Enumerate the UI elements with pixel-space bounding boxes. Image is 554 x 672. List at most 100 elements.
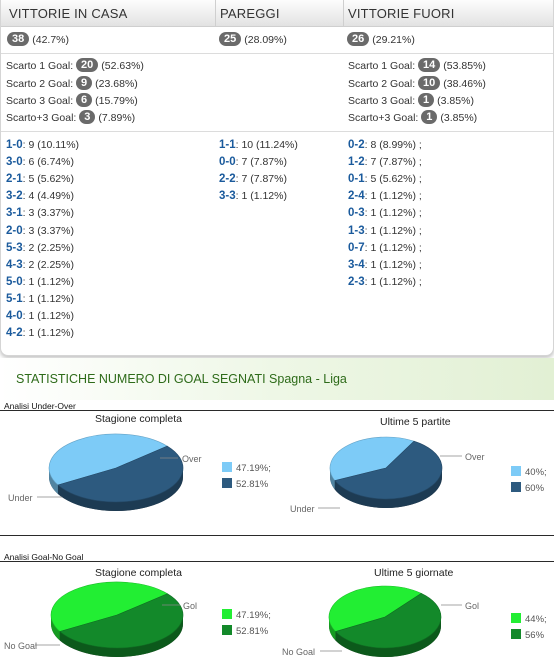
pie-title: Ultime 5 partite [380, 416, 451, 428]
score-value: 2-4 [348, 190, 365, 203]
margin-label: Scarto 1 Goal: [6, 60, 74, 72]
score-row: 4-2: 1 (1.12%) [6, 325, 74, 341]
under-over-box: Stagione completa Ultime 5 partite Over … [0, 410, 554, 536]
under-over-season-pie [37, 433, 462, 511]
pie-label-gol: Gol [465, 601, 480, 611]
score-row: 1-2: 7 (7.87%) ; [348, 154, 422, 170]
legend-item: 52.81% [222, 625, 269, 638]
score-row: 1-0: 9 (10.11%) [6, 137, 79, 153]
score-row: 0-1: 5 (5.62%) ; [348, 171, 422, 187]
score-value: 3-3 [219, 190, 236, 203]
pie-label-under: Under [290, 504, 315, 514]
score-frequency: : 1 (1.12%) [235, 190, 287, 203]
draws-total: 25 (28.09%) [219, 32, 287, 48]
pie-label-over: Over [182, 454, 202, 464]
score-row: 5-3: 2 (2.25%) [6, 240, 74, 256]
score-value: 1-2 [348, 156, 365, 169]
score-row: 0-7: 1 (1.12%) ; [348, 240, 422, 256]
score-frequency: : 1 (1.12%) ; [364, 207, 422, 220]
margin-label: Scarto 1 Goal: [348, 60, 416, 72]
legend-item: 56% [511, 629, 544, 642]
pie-side [59, 615, 183, 657]
columns-header: VITTORIE IN CASA PAREGGI VITTORIE FUORI [1, 0, 553, 27]
pie-title: Stagione completa [95, 413, 182, 425]
stats-title: STATISTICHE NUMERO DI GOAL SEGNATI Spagn… [16, 372, 347, 386]
score-value: 3-0 [6, 156, 23, 169]
score-frequency: : 8 (8.99%) ; [364, 139, 422, 151]
score-row: 3-3: 1 (1.12%) [219, 188, 287, 204]
divider [1, 53, 553, 54]
score-value: 4-3 [6, 258, 23, 271]
score-row: 4-3: 2 (2.25%) [6, 257, 74, 273]
pie-label-nogoal: No Goal [4, 641, 38, 651]
draws-header: PAREGGI [220, 6, 280, 21]
margin-label: Scarto+3 Goal: [348, 112, 419, 124]
score-row: 2-4: 1 (1.12%) ; [348, 188, 422, 204]
legend-value: 47.19%; [236, 610, 271, 621]
score-row: 1-3: 1 (1.12%) ; [348, 223, 422, 239]
pie-side [49, 468, 58, 494]
home-total-pct: (42.7%) [32, 34, 70, 46]
score-value: 2-0 [6, 224, 23, 237]
divider [1, 131, 553, 132]
pie-slice-gol [334, 593, 442, 649]
pie-label-under: Under [8, 493, 33, 503]
count-badge: 9 [76, 76, 93, 91]
margin-pct: (53.85%) [443, 60, 486, 72]
away-wins-header: VITTORIE FUORI [348, 6, 455, 21]
legend-swatch [222, 625, 232, 636]
away-total: 26 (29.21%) [347, 32, 415, 48]
score-value: 4-2 [6, 327, 23, 340]
score-value: 0-2 [348, 139, 365, 151]
margin-pct: (23.68%) [95, 78, 138, 90]
score-frequency: : 2 (2.25%) [22, 241, 74, 254]
margin-row: Scarto 1 Goal: 14 (53.85%) [348, 58, 486, 74]
under-over-title: Analisi Under-Over [4, 401, 76, 411]
score-row: 0-2: 8 (8.99%) ; [348, 137, 422, 153]
margin-row: Scarto 2 Goal: 9 (23.68%) [6, 76, 138, 92]
count-badge: 25 [219, 32, 242, 47]
legend-swatch [511, 613, 521, 624]
score-frequency: : 1 (1.12%) [22, 292, 74, 305]
score-row: 3-1: 3 (3.37%) [6, 205, 74, 221]
legend-swatch [222, 478, 232, 489]
pie-slice-under [48, 433, 168, 486]
legend-value: 44%; [525, 614, 547, 625]
score-value: 2-3 [348, 275, 365, 288]
score-frequency: : 1 (1.12%) [22, 275, 74, 288]
pie-label-over: Over [465, 452, 485, 462]
pie-side [329, 617, 336, 641]
score-row: 2-0: 3 (3.37%) [6, 223, 74, 239]
score-row: 0-0: 7 (7.87%) [219, 154, 287, 170]
score-frequency: : 1 (1.12%) [22, 327, 74, 340]
legend-swatch [511, 482, 521, 493]
legend-value: 52.81% [236, 626, 269, 637]
home-total: 38 (42.7%) [7, 32, 69, 48]
score-row: 3-4: 1 (1.12%) ; [348, 257, 422, 273]
legend-swatch [511, 466, 521, 477]
margin-label: Scarto 2 Goal: [348, 78, 416, 90]
score-value: 0-0 [219, 156, 236, 169]
score-frequency: : 3 (3.37%) [22, 224, 74, 237]
score-row: 5-0: 1 (1.12%) [6, 274, 74, 290]
score-frequency: : 9 (10.11%) [22, 139, 80, 151]
score-row: 0-3: 1 (1.12%) ; [348, 205, 422, 221]
margin-pct: (3.85%) [437, 95, 474, 107]
score-row: 2-1: 5 (5.62%) [6, 171, 74, 187]
margin-row: Scarto 3 Goal: 6 (15.79%) [6, 93, 138, 109]
score-value: 5-3 [6, 241, 23, 254]
count-badge: 1 [421, 110, 438, 125]
score-value: 0-7 [348, 241, 365, 254]
score-frequency: : 7 (7.87%) [235, 173, 287, 186]
count-badge: 1 [418, 93, 435, 108]
results-panel: VITTORIE IN CASA PAREGGI VITTORIE FUORI … [0, 0, 554, 356]
score-frequency: : 2 (2.25%) [22, 258, 74, 271]
margin-pct: (7.89%) [98, 112, 136, 124]
score-row: 1-1: 10 (11.24%) [219, 137, 298, 153]
goal-nogoal-box: Stagione completa Ultime 5 giornate Gol … [0, 561, 554, 672]
count-badge: 20 [76, 58, 99, 73]
legend-value: 40%; [525, 467, 547, 478]
pie-label-gol: Gol [183, 601, 198, 611]
margin-row: Scarto+3 Goal: 3 (7.89%) [6, 110, 135, 126]
legend-value: 60% [525, 483, 545, 494]
